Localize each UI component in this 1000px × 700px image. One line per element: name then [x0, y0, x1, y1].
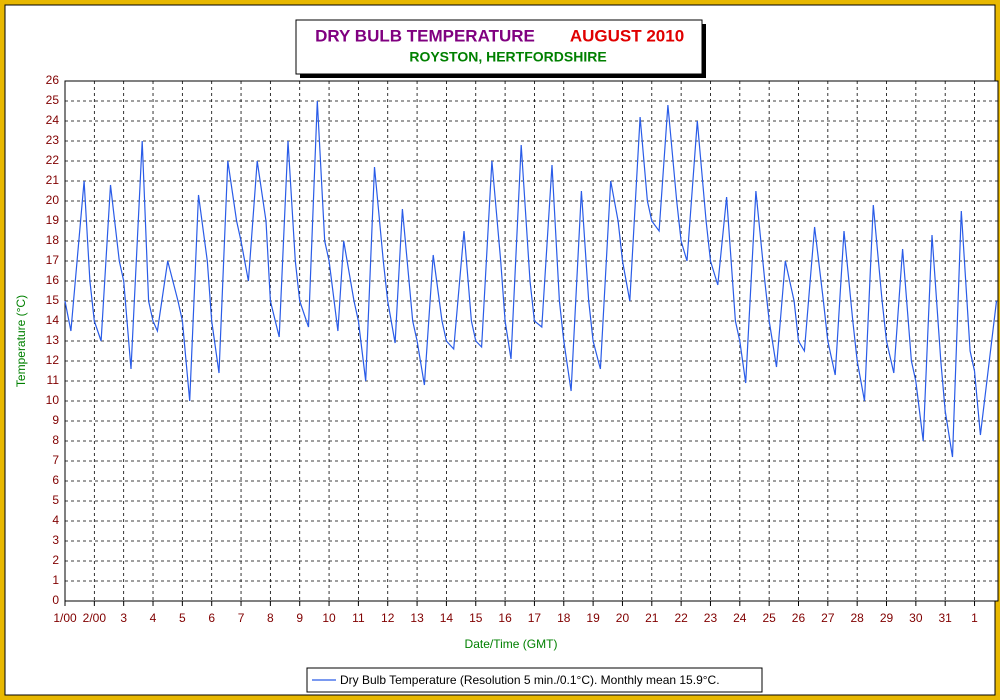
y-axis-label: Temperature (°C) [14, 295, 28, 387]
chart-title-date: AUGUST 2010 [570, 26, 684, 45]
y-tick-label: 0 [52, 593, 59, 607]
y-tick-label: 18 [46, 233, 60, 247]
y-tick-label: 15 [46, 293, 60, 307]
y-tick-label: 10 [46, 393, 60, 407]
y-tick-label: 11 [47, 373, 60, 387]
x-tick-label: 22 [674, 611, 688, 625]
x-tick-label: 1/00 [53, 611, 77, 625]
title-box [295, 19, 703, 75]
x-tick-label: 3 [120, 611, 127, 625]
x-tick-label: 19 [586, 611, 600, 625]
y-tick-label: 9 [52, 413, 59, 427]
y-tick-label: 20 [46, 193, 60, 207]
x-tick-label: 4 [150, 611, 157, 625]
y-tick-label: 1 [52, 573, 59, 587]
x-tick-label: 18 [557, 611, 571, 625]
y-tick-label: 26 [46, 73, 60, 87]
y-tick-label: 23 [46, 133, 60, 147]
x-tick-label: 27 [821, 611, 835, 625]
y-tick-label: 3 [52, 533, 59, 547]
y-tick-label: 21 [46, 173, 60, 187]
chart-subtitle: ROYSTON, HERTFORDSHIRE [409, 49, 606, 65]
x-tick-label: 28 [850, 611, 864, 625]
data-line [64, 100, 998, 458]
y-tick-label: 14 [46, 313, 60, 327]
x-tick-label: 20 [616, 611, 630, 625]
x-tick-label: 1 [971, 611, 978, 625]
legend-label: Dry Bulb Temperature (Resolution 5 min./… [340, 673, 720, 687]
x-tick-label: 31 [939, 611, 953, 625]
y-tick-label: 19 [46, 213, 60, 227]
x-tick-label: 29 [880, 611, 894, 625]
y-tick-label: 13 [46, 333, 60, 347]
y-tick-label: 16 [46, 273, 60, 287]
y-tick-label: 2 [52, 553, 59, 567]
y-tick-label: 8 [52, 433, 59, 447]
x-tick-label: 5 [179, 611, 186, 625]
x-tick-label: 13 [410, 611, 424, 625]
x-tick-label: 9 [296, 611, 303, 625]
chart-title: DRY BULB TEMPERATURE [315, 26, 535, 45]
x-tick-label: 17 [528, 611, 542, 625]
x-tick-label: 10 [322, 611, 336, 625]
x-tick-label: 12 [381, 611, 395, 625]
x-tick-label: 25 [762, 611, 776, 625]
x-tick-label: 2/00 [83, 611, 107, 625]
y-tick-label: 4 [52, 513, 59, 527]
y-tick-label: 5 [52, 493, 59, 507]
x-tick-label: 8 [267, 611, 274, 625]
y-tick-label: 17 [46, 253, 60, 267]
x-tick-label: 15 [469, 611, 483, 625]
x-tick-label: 23 [704, 611, 718, 625]
x-tick-label: 24 [733, 611, 747, 625]
x-tick-label: 30 [909, 611, 923, 625]
y-tick-label: 7 [52, 453, 59, 467]
x-tick-label: 6 [208, 611, 215, 625]
y-tick-label: 12 [46, 353, 60, 367]
x-axis-label: Date/Time (GMT) [465, 637, 558, 651]
x-tick-label: 7 [238, 611, 245, 625]
y-tick-label: 25 [46, 93, 60, 107]
x-tick-label: 21 [645, 611, 659, 625]
x-tick-label: 16 [498, 611, 512, 625]
x-tick-label: 14 [440, 611, 454, 625]
y-tick-label: 6 [52, 473, 59, 487]
x-tick-label: 11 [352, 611, 365, 625]
x-tick-label: 26 [792, 611, 806, 625]
legend-box [306, 667, 763, 693]
y-tick-label: 24 [46, 113, 60, 127]
y-tick-label: 22 [46, 153, 60, 167]
